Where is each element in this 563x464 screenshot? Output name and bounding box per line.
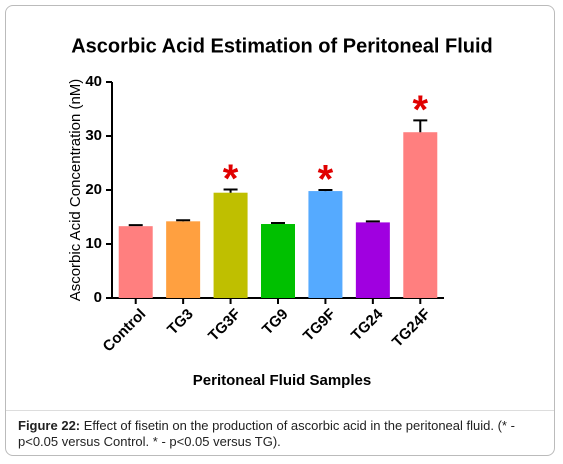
bar	[118, 226, 153, 298]
error-bar	[271, 221, 285, 225]
error-bar	[128, 224, 143, 227]
error-bar	[413, 119, 428, 133]
significance-marker: *	[412, 88, 428, 132]
x-tick-label: TG3F	[205, 306, 244, 345]
bar	[308, 191, 343, 298]
bar	[213, 192, 248, 298]
error-bar	[365, 220, 380, 223]
x-tick-label: TG24F	[389, 306, 434, 351]
error-bar	[318, 189, 333, 192]
caption-label: Figure 22:	[18, 418, 81, 433]
x-tick-label: Control	[100, 306, 150, 356]
error-bar	[223, 188, 238, 193]
caption-text: Effect of fisetin on the production of a…	[18, 418, 515, 449]
x-tick-label: TG3	[164, 306, 197, 339]
bar	[166, 221, 201, 298]
x-axis-label: Peritoneal Fluid Samples	[193, 372, 371, 389]
y-axis-label: Ascorbic Acid Concentration (nM)	[67, 79, 84, 302]
bar	[261, 224, 295, 298]
y-tick-label: 0	[94, 289, 102, 306]
y-tick-label: 20	[85, 181, 102, 198]
x-tick-label: TG9	[259, 306, 292, 339]
figure-frame	[5, 5, 555, 456]
bar	[403, 132, 438, 298]
x-tick-label: TG9F	[300, 306, 339, 345]
x-tick-label: TG24	[348, 305, 387, 344]
separator	[6, 410, 554, 411]
bar	[355, 222, 390, 298]
chart: Ascorbic Acid Estimation of Peritoneal F…	[67, 35, 493, 389]
significance-marker: *	[318, 158, 334, 202]
y-tick-label: 30	[85, 127, 102, 144]
significance-marker: *	[223, 157, 239, 201]
error-bar	[176, 219, 191, 222]
chart-title: Ascorbic Acid Estimation of Peritoneal F…	[71, 35, 493, 57]
y-tick-label: 10	[85, 235, 102, 252]
caption: Figure 22: Effect of fisetin on the prod…	[18, 418, 548, 450]
y-tick-label: 40	[85, 73, 102, 90]
